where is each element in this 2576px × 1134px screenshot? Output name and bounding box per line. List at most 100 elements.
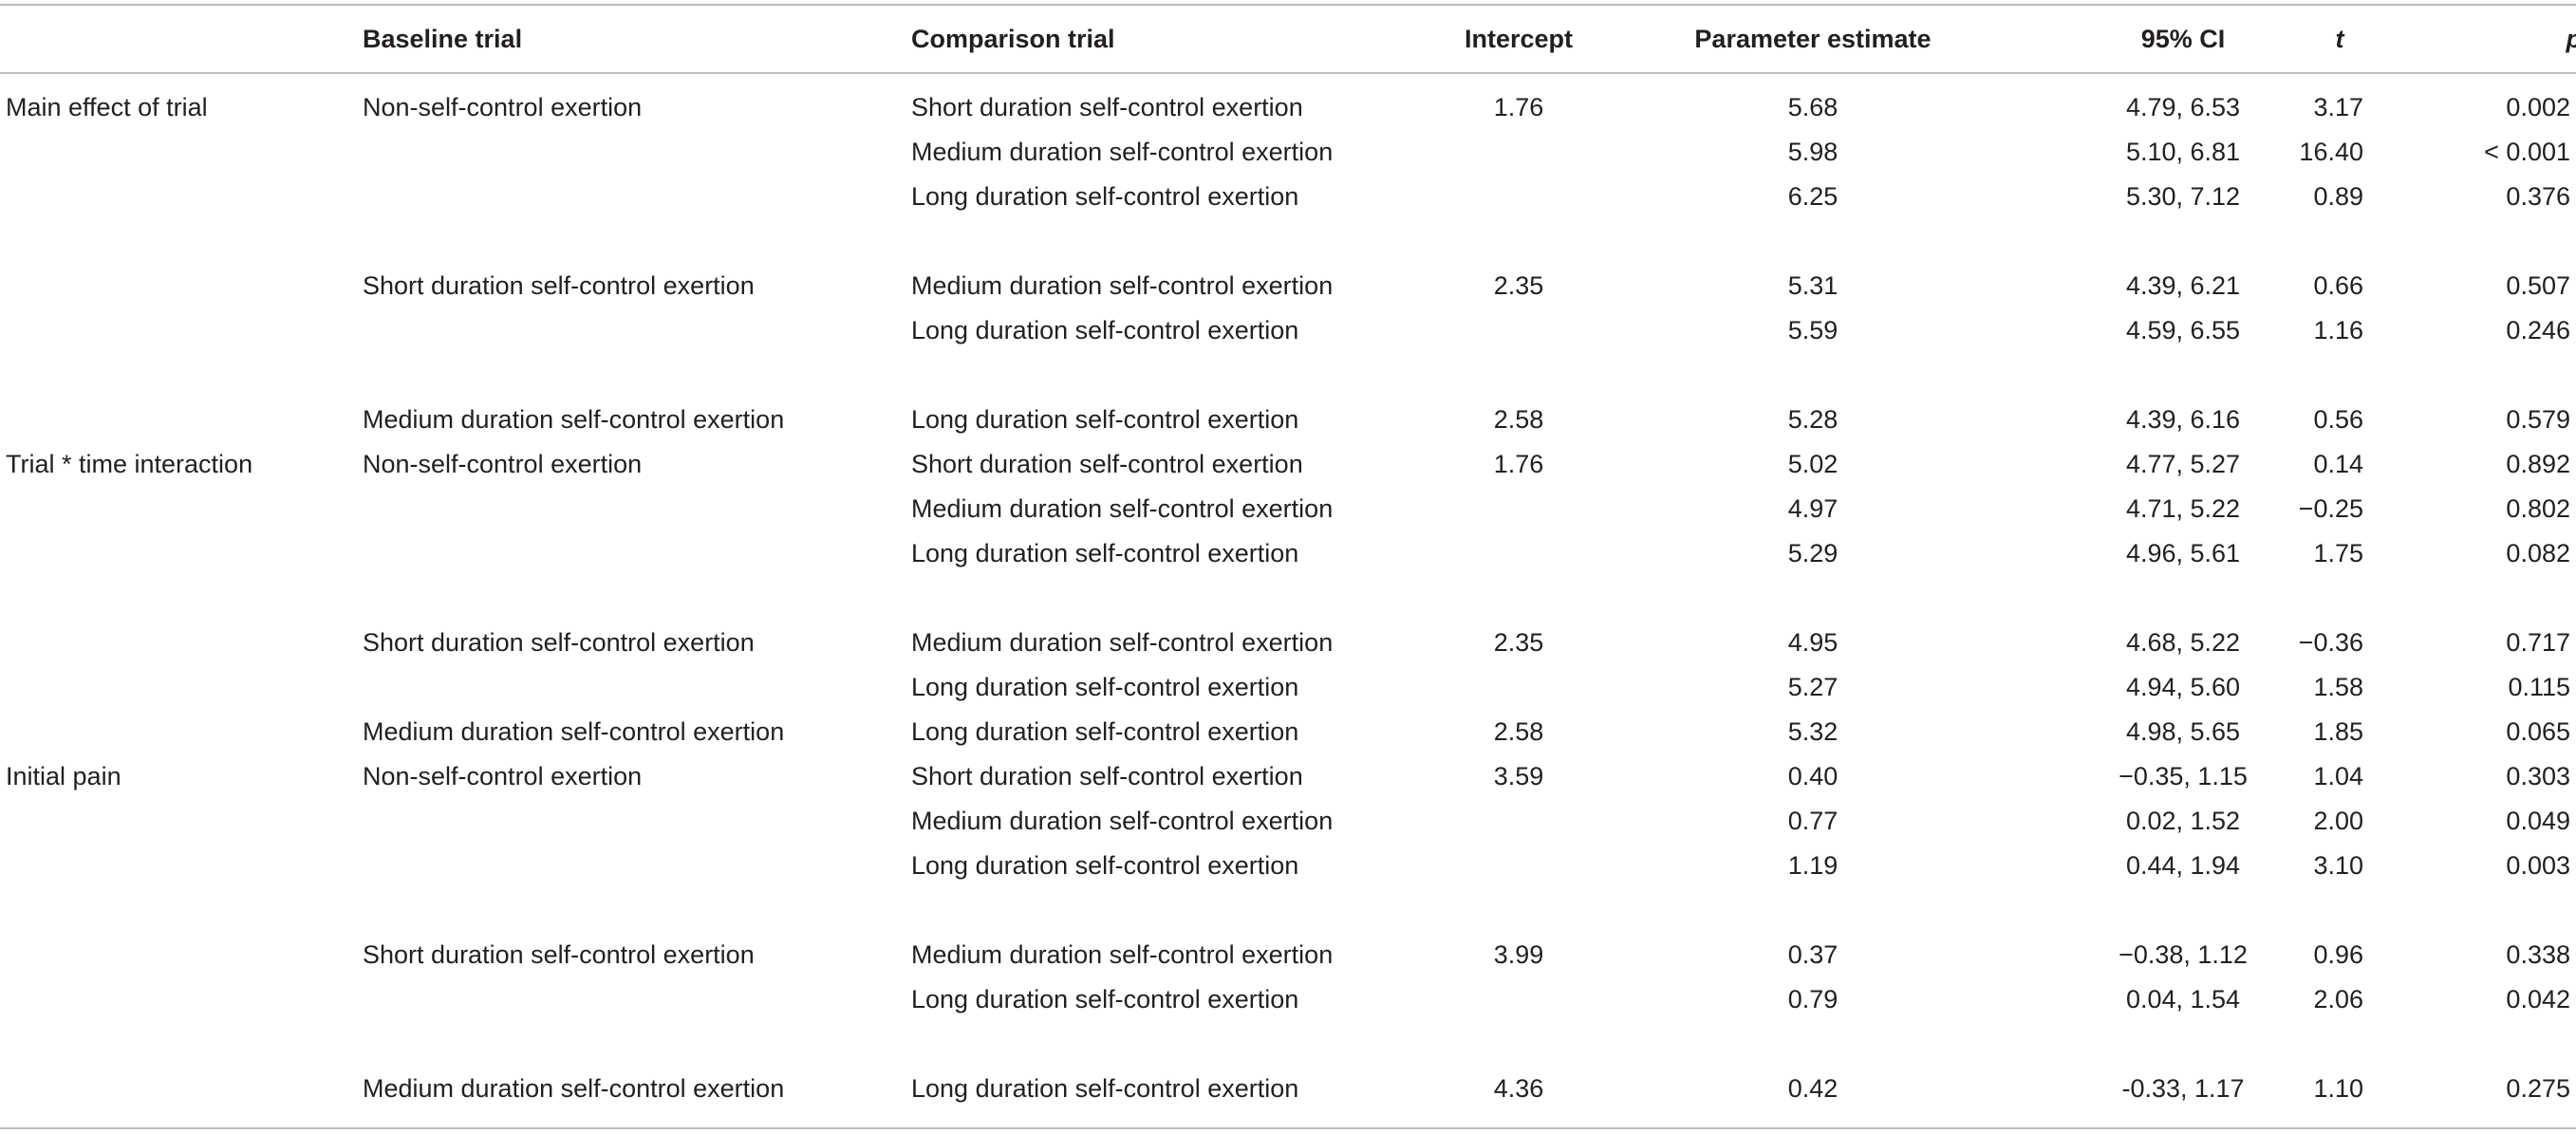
parameter-estimate-cell: 6.25 <box>1787 182 1839 211</box>
parameter-estimate-cell: 0.77 <box>1787 807 1839 835</box>
t-value-cell: 1.75 <box>2313 539 2363 567</box>
t-value-cell: 3.17 <box>2313 93 2363 121</box>
ci-cell: 4.71, 5.22 <box>2125 494 2241 523</box>
table-row: Short duration self-control exertion Medi… <box>0 621 2576 665</box>
comparison-trial-cell: Medium duration self-control exertion <box>911 138 1334 166</box>
ci-cell: 4.68, 5.22 <box>2125 628 2241 657</box>
table-row: Long duration self-control exertion 0.79 0… <box>0 977 2576 1022</box>
parameter-estimate-cell: 5.02 <box>1787 450 1839 478</box>
t-value-cell: 2.06 <box>2313 985 2363 1013</box>
ci-cell: 5.30, 7.12 <box>2125 182 2241 211</box>
p-value-cell: 0.303 <box>2506 762 2570 790</box>
parameter-estimate-cell: 5.59 <box>1787 316 1839 344</box>
baseline-trial-cell: Non-self-control exertion <box>363 93 643 121</box>
ci-cell: 4.59, 6.55 <box>2125 316 2241 344</box>
comparison-trial-cell: Short duration self-control exertion <box>911 450 1303 478</box>
table-row: Long duration self-control exertion 5.27 4… <box>0 665 2576 710</box>
ci-cell: 4.94, 5.60 <box>2125 673 2241 701</box>
p-value-cell: 0.275 <box>2506 1074 2570 1103</box>
intercept-cell: 1.76 <box>1493 93 1544 121</box>
p-value-cell: 0.049 <box>2506 807 2570 835</box>
baseline-trial-cell: Short duration self-control exertion <box>363 628 755 657</box>
table-row: Main effect of trial Non-self-control exe… <box>0 85 2576 130</box>
t-value-cell: 1.10 <box>2313 1074 2363 1103</box>
ci-cell: 5.10, 6.81 <box>2125 138 2241 166</box>
t-value-cell: 0.14 <box>2313 450 2363 478</box>
ci-cell: 4.96, 5.61 <box>2125 539 2241 567</box>
parameter-estimate-cell: 5.27 <box>1787 673 1839 701</box>
comparison-trial-cell: Medium duration self-control exertion <box>911 807 1334 835</box>
parameter-estimate-cell: 1.19 <box>1787 851 1839 880</box>
comparison-trial-cell: Medium duration self-control exertion <box>911 494 1334 523</box>
table-row: Long duration self-control exertion 5.59 4… <box>0 308 2576 353</box>
table-row: Medium duration self-control exertion 5.9… <box>0 130 2576 175</box>
t-value-cell: 1.16 <box>2313 316 2363 344</box>
p-value-cell: < 0.001 <box>2484 138 2570 166</box>
p-value-cell: 0.802 <box>2506 494 2570 523</box>
comparison-trial-cell: Long duration self-control exertion <box>911 405 1299 434</box>
t-value-cell: 2.00 <box>2313 807 2363 835</box>
ci-cell: −0.35, 1.15 <box>2119 762 2248 790</box>
ci-cell: 0.04, 1.54 <box>2125 985 2241 1013</box>
ci-cell: 4.79, 6.53 <box>2125 93 2241 121</box>
baseline-trial-cell: Medium duration self-control exertion <box>363 405 785 434</box>
ci-cell: 0.44, 1.94 <box>2125 851 2241 880</box>
p-value-cell: 0.376 <box>2506 182 2570 211</box>
intercept-cell: 2.35 <box>1493 628 1544 657</box>
table-row: Medium duration self-control exertion Lon… <box>0 1067 2576 1111</box>
baseline-trial-cell: Non-self-control exertion <box>363 450 643 478</box>
header-baseline-trial: Baseline trial <box>363 25 523 53</box>
parameter-estimate-cell: 0.37 <box>1787 940 1839 969</box>
comparison-trial-cell: Long duration self-control exertion <box>911 851 1299 880</box>
p-value-cell: 0.042 <box>2506 985 2570 1013</box>
comparison-trial-cell: Long duration self-control exertion <box>911 182 1299 211</box>
header-parameter-estimate: Parameter estimate <box>1694 25 1932 53</box>
comparison-trial-cell: Long duration self-control exertion <box>911 985 1299 1013</box>
parameter-estimate-cell: 0.42 <box>1787 1074 1839 1103</box>
p-value-cell: 0.507 <box>2506 271 2570 300</box>
t-value-cell: −0.36 <box>2298 628 2363 657</box>
row-section: Trial * time interaction <box>6 450 253 478</box>
t-value-cell: 0.96 <box>2313 940 2363 969</box>
p-value-cell: 0.579 <box>2506 405 2570 434</box>
t-value-cell: −0.25 <box>2298 494 2363 523</box>
comparison-trial-cell: Long duration self-control exertion <box>911 316 1299 344</box>
t-value-cell: 16.40 <box>2299 138 2363 166</box>
intercept-cell: 3.99 <box>1493 940 1544 969</box>
p-value-cell: 0.115 <box>2508 673 2570 701</box>
intercept-cell: 2.35 <box>1493 271 1544 300</box>
ci-cell: 0.02, 1.52 <box>2125 807 2241 835</box>
parameter-estimate-cell: 5.68 <box>1787 93 1839 121</box>
comparison-trial-cell: Long duration self-control exertion <box>911 539 1299 567</box>
baseline-trial-cell: Short duration self-control exertion <box>363 271 755 300</box>
header-ci: 95% CI <box>2140 25 2226 53</box>
table-row: Medium duration self-control exertion 4.9… <box>0 487 2576 531</box>
ci-cell: 4.39, 6.16 <box>2125 405 2241 434</box>
intercept-cell: 2.58 <box>1493 717 1544 746</box>
parameter-estimate-cell: 5.29 <box>1787 539 1839 567</box>
intercept-cell: 2.58 <box>1493 405 1544 434</box>
comparison-trial-cell: Long duration self-control exertion <box>911 717 1299 746</box>
p-value-cell: 0.002 <box>2506 93 2570 121</box>
comparison-trial-cell: Medium duration self-control exertion <box>911 628 1334 657</box>
header-comparison-trial: Comparison trial <box>911 25 1115 53</box>
parameter-estimate-cell: 4.97 <box>1787 494 1839 523</box>
ci-cell: 4.98, 5.65 <box>2125 717 2241 746</box>
t-value-cell: 0.56 <box>2313 405 2363 434</box>
table-bottom-rule <box>0 1127 2576 1129</box>
parameter-estimate-cell: 5.32 <box>1787 717 1839 746</box>
parameter-estimate-cell: 5.28 <box>1787 405 1839 434</box>
table-header-rule <box>0 72 2576 74</box>
comparison-trial-cell: Short duration self-control exertion <box>911 762 1303 790</box>
p-value-cell: 0.082 <box>2506 539 2570 567</box>
comparison-trial-cell: Long duration self-control exertion <box>911 1074 1299 1103</box>
parameter-estimate-cell: 0.40 <box>1787 762 1839 790</box>
baseline-trial-cell: Non-self-control exertion <box>363 762 643 790</box>
p-value-cell: 0.892 <box>2506 450 2570 478</box>
table-row: Long duration self-control exertion 6.25 5… <box>0 175 2576 219</box>
intercept-cell: 3.59 <box>1493 762 1544 790</box>
parameter-estimate-cell: 5.98 <box>1787 138 1839 166</box>
header-p: p <box>2449 17 2576 62</box>
p-value-cell: 0.717 <box>2506 628 2570 657</box>
ci-cell: 4.77, 5.27 <box>2125 450 2241 478</box>
